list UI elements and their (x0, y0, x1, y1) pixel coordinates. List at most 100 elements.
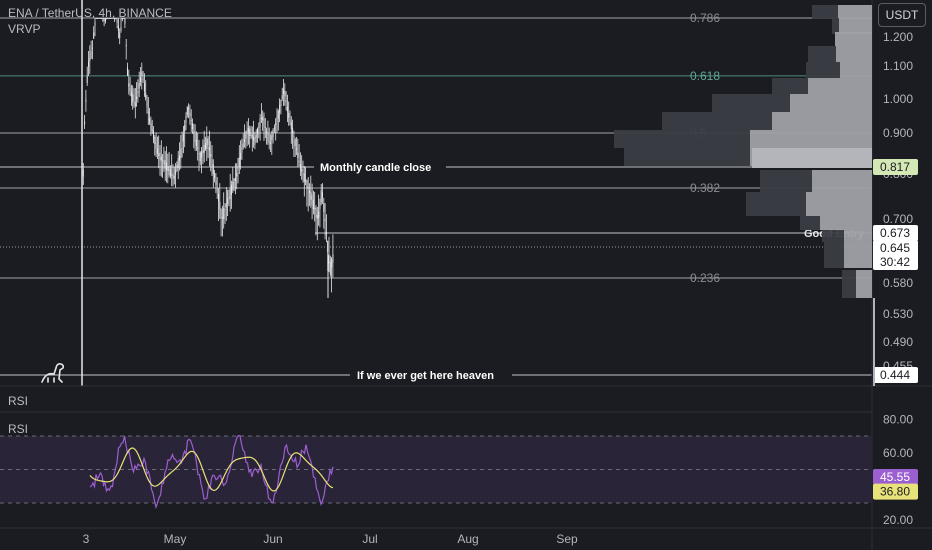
rsi-legend[interactable]: RSI (8, 422, 29, 436)
rsi-ma-value-bg (873, 483, 918, 500)
candle-body (276, 116, 278, 123)
time-tick: 3 (83, 532, 90, 546)
candle-body (171, 174, 173, 176)
candle-body (112, 18, 114, 19)
vrvp-bar-up (772, 112, 872, 130)
candle-body (115, 18, 117, 19)
candle-body (207, 138, 209, 146)
candle-body (232, 181, 234, 191)
vrvp-bar-down (772, 78, 808, 94)
last-price-marker: 0.645 (880, 241, 910, 255)
candle-body (201, 151, 203, 158)
candle-body (312, 199, 314, 210)
candle-body (320, 190, 322, 203)
candle-body (288, 113, 290, 118)
candle-body (116, 19, 118, 23)
price-tick: 0.900 (883, 126, 913, 140)
candle-body (294, 139, 296, 147)
candle-body (275, 122, 277, 125)
candle-body (216, 189, 218, 191)
candle-body (166, 162, 167, 171)
candle-body (130, 91, 132, 97)
vrvp-bar-up (844, 242, 872, 268)
symbol-legend[interactable]: ENA / TetherUS, 4h, BINANCE (8, 6, 172, 20)
candle-body (154, 136, 156, 144)
candle-body (198, 153, 200, 155)
candle-body (133, 101, 135, 103)
candle-body (280, 99, 282, 106)
candle-body (254, 137, 256, 145)
candle-body (228, 197, 230, 199)
candle-body (158, 153, 160, 156)
candle-body (106, 18, 108, 19)
candle-body (173, 175, 175, 179)
candle-body (117, 25, 119, 31)
currency-button[interactable]: USDT (878, 3, 926, 27)
candle-body (98, 18, 100, 19)
candle-body (111, 18, 113, 19)
vrvp-bar-up (812, 170, 872, 192)
volume-profile (614, 5, 872, 298)
candle-body (246, 130, 248, 135)
price-axis[interactable]: 1.2001.1001.0000.9000.8000.7000.5800.530… (873, 30, 918, 386)
candle-body (108, 18, 110, 19)
candle-body (138, 82, 140, 89)
candle-body (237, 167, 239, 170)
candle-body (314, 207, 316, 210)
vrvp-bar-up (844, 230, 872, 242)
candle-body (185, 115, 187, 123)
candle-body (160, 156, 162, 161)
candle-body (293, 136, 295, 138)
candle-body (145, 92, 147, 99)
candle-body (306, 180, 308, 189)
candle-body (263, 119, 265, 127)
candle-body (290, 122, 292, 130)
candle-body (203, 145, 205, 153)
price-tick: 0.580 (883, 276, 913, 290)
vrvp-bar-up (808, 78, 872, 94)
vrvp-bar-up (790, 94, 872, 112)
fib-label-0.786: 0.786 (690, 11, 720, 25)
candle-body (244, 139, 245, 143)
vrvp-bar-down (614, 130, 750, 148)
candle-body (322, 192, 323, 198)
candle-body (104, 18, 106, 22)
vrvp-bar-down (842, 270, 856, 298)
fib-label-0.236: 0.236 (690, 271, 720, 285)
candle-body (164, 160, 166, 169)
candle-body (302, 173, 304, 175)
countdown-marker: 30:42 (880, 255, 910, 269)
candle-body (289, 118, 291, 123)
candle-body (107, 18, 109, 19)
candle-body (227, 198, 229, 204)
vrvp-legend[interactable]: VRVP (8, 22, 41, 36)
candle-body (332, 254, 334, 263)
candle-body (149, 118, 151, 123)
fib-label-0.618: 0.618 (690, 69, 720, 83)
vrvp-bar-down (760, 170, 812, 192)
rsi-legend-top[interactable]: RSI (8, 394, 29, 408)
candle-body (303, 173, 305, 182)
monthly-close-label: Monthly candle close (320, 162, 431, 174)
candle-body (189, 112, 191, 117)
heaven-label: If we ever get here heaven (357, 370, 494, 382)
price-tick: 0.700 (883, 212, 913, 226)
candle-body (251, 135, 253, 138)
candle-body (84, 121, 86, 125)
candle-body (215, 180, 217, 185)
candle-body (93, 32, 95, 39)
time-tick: May (164, 532, 187, 546)
candle-body (249, 128, 251, 136)
dinosaur-icon (41, 363, 65, 383)
vrvp-bar-down (812, 5, 838, 19)
vrvp-bar-down (824, 242, 844, 268)
candle-body (301, 169, 303, 172)
vrvp-bar-down (822, 230, 844, 242)
candle-body (268, 141, 270, 143)
candle-body (309, 190, 310, 194)
vrvp-bar-down (624, 148, 750, 166)
candle-body (136, 96, 138, 100)
